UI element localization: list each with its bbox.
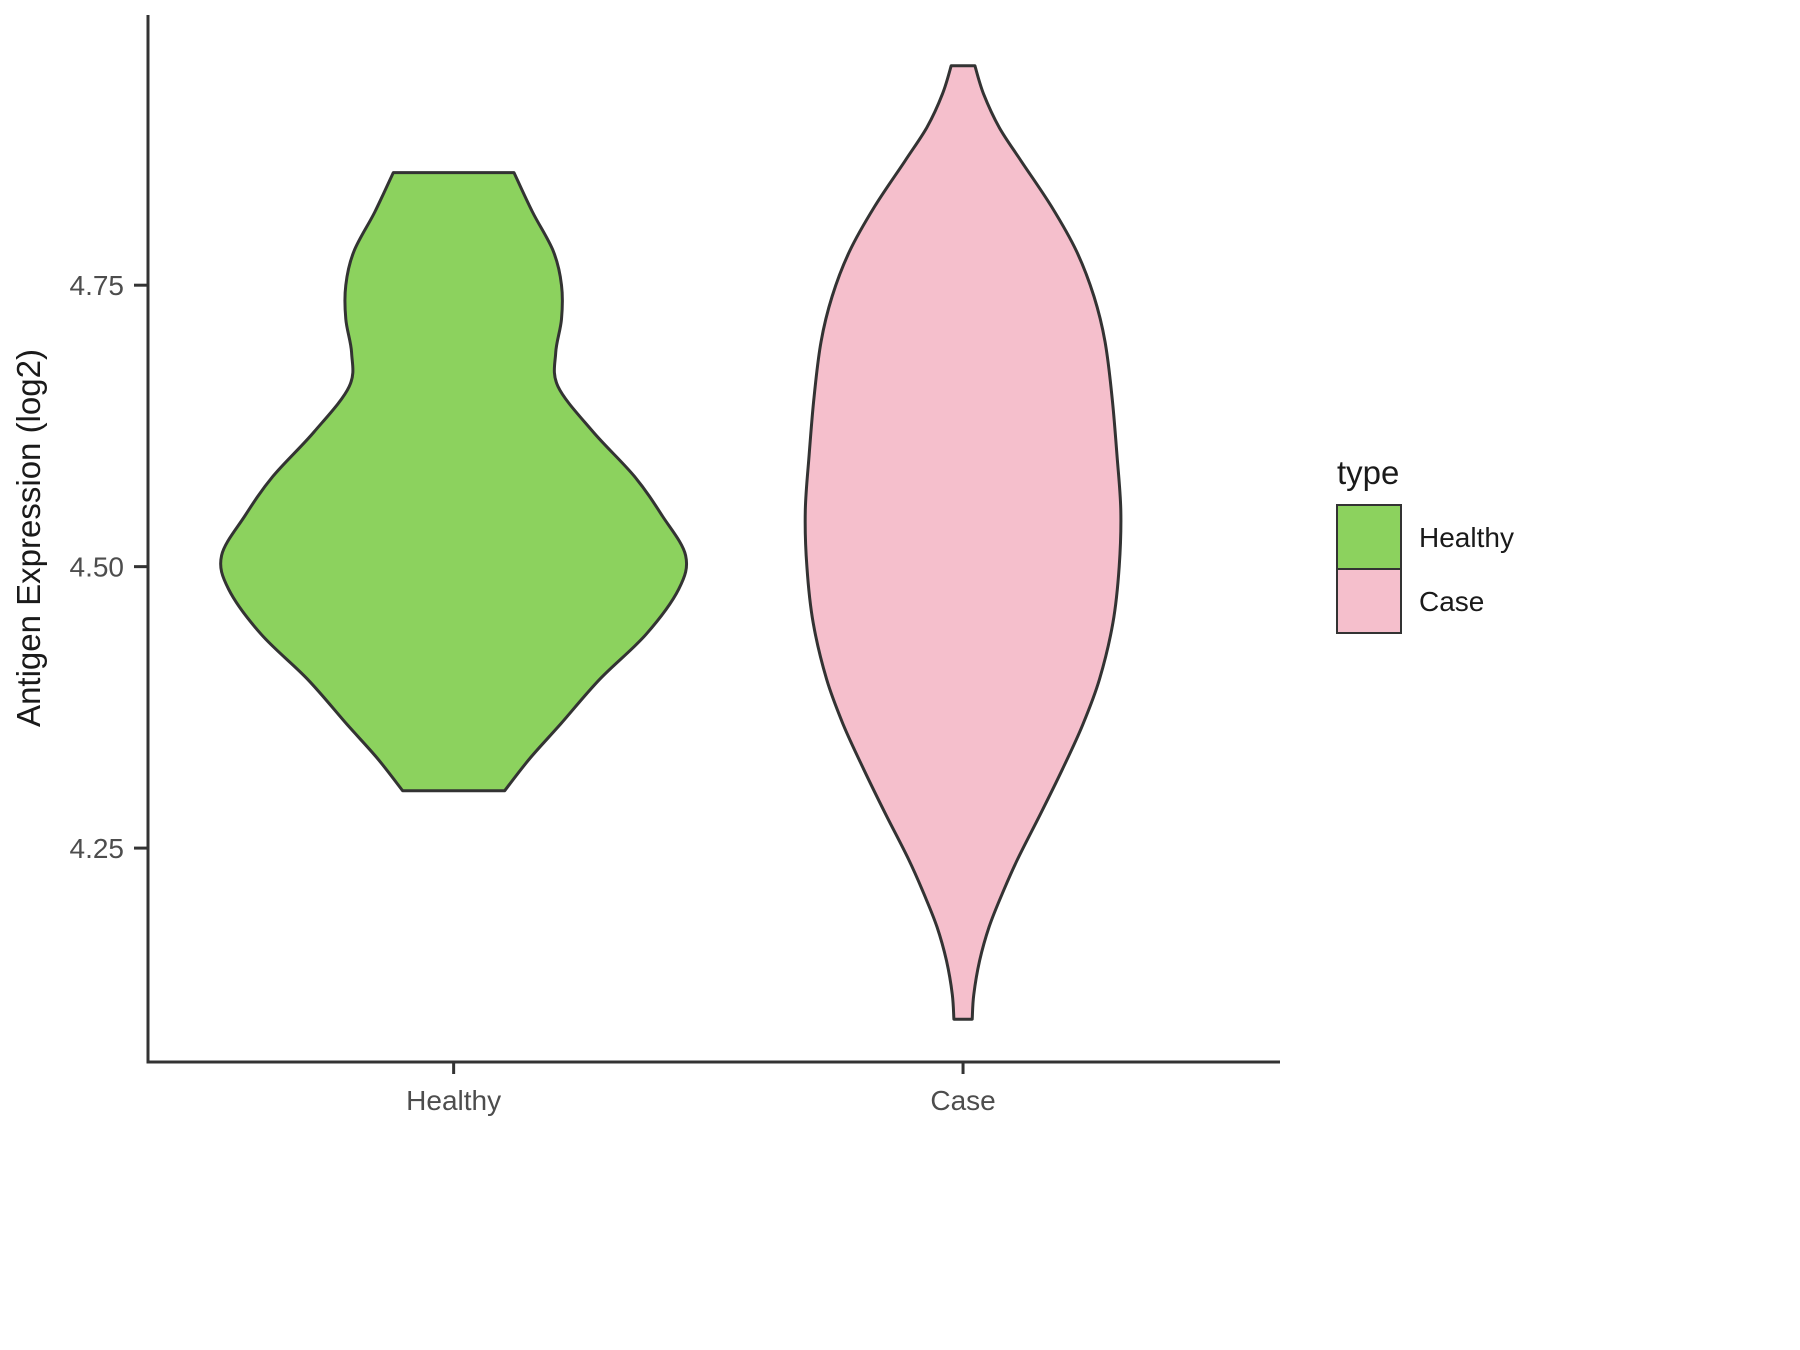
- violin-healthy: [219, 171, 689, 793]
- y-axis-ticks: 4.25 4.50 4.75: [70, 270, 148, 864]
- y-axis-title: Antigen Expression (log2): [10, 349, 47, 727]
- legend-entries: Healthy Case: [1336, 504, 1514, 634]
- y-tick-label: 4.75: [70, 270, 125, 301]
- legend-key-case: [1336, 568, 1402, 634]
- legend-label-case: Case: [1419, 586, 1484, 617]
- legend-title: type: [1337, 454, 1399, 491]
- legend-label-healthy: Healthy: [1419, 522, 1514, 553]
- violin-case: [803, 64, 1123, 1021]
- y-tick-label: 4.25: [70, 833, 125, 864]
- legend-key-healthy: [1336, 504, 1402, 570]
- violins-group: [219, 64, 1123, 1021]
- y-tick-label: 4.50: [70, 552, 125, 583]
- x-tick-label-case: Case: [930, 1085, 995, 1116]
- legend: type Healthy Case: [1336, 454, 1514, 634]
- x-tick-label-healthy: Healthy: [406, 1085, 501, 1116]
- x-axis-ticks: Healthy Case: [406, 1062, 996, 1116]
- axes-group: [146, 15, 1280, 1064]
